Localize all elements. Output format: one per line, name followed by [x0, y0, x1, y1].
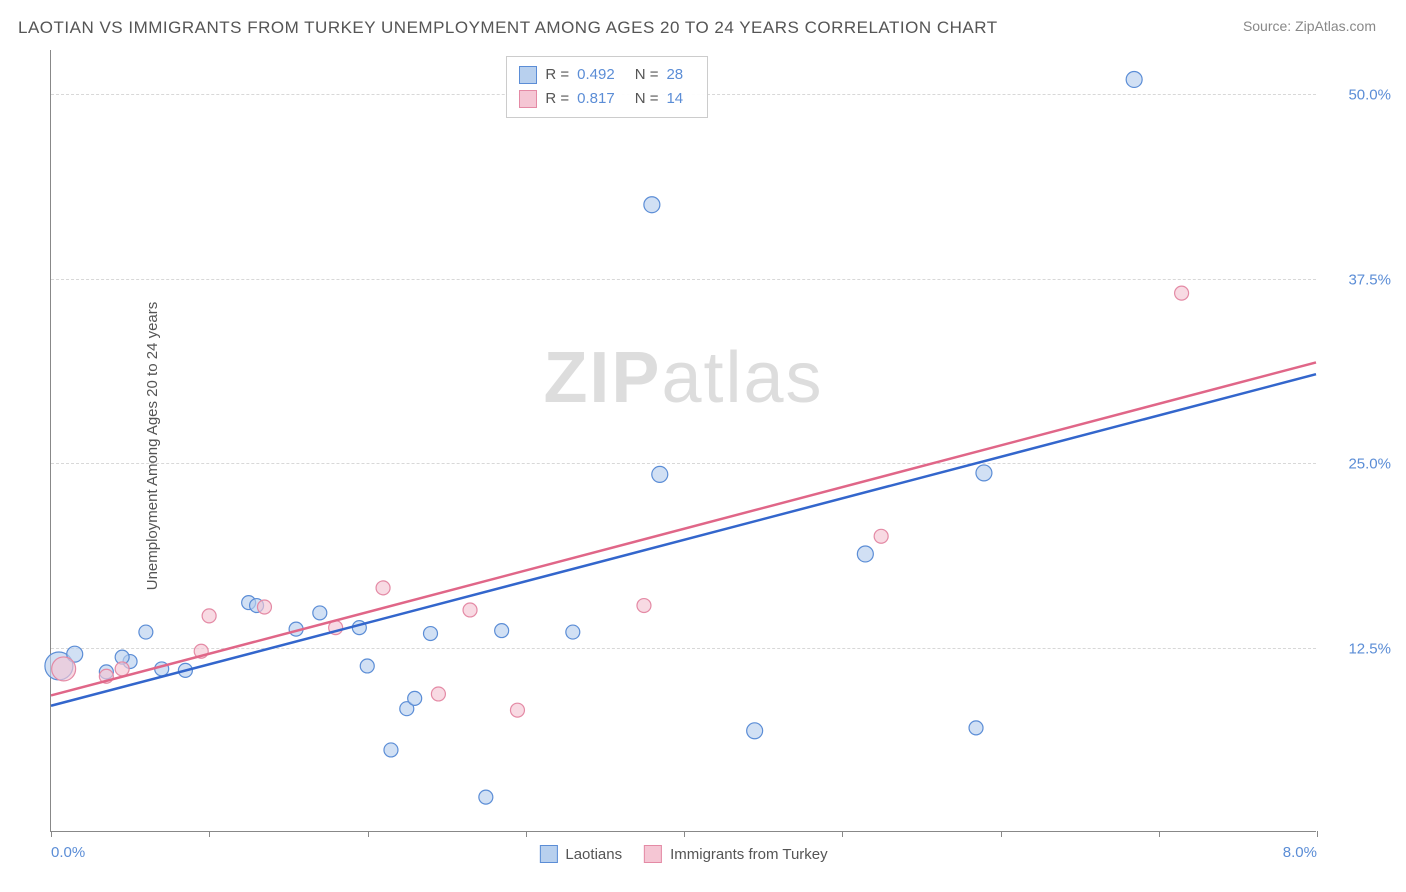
trend-line — [51, 374, 1316, 706]
data-point — [376, 581, 390, 595]
data-point — [495, 624, 509, 638]
x-tick — [842, 831, 843, 837]
data-point — [747, 723, 763, 739]
y-tick-label: 12.5% — [1326, 640, 1391, 657]
x-tick — [368, 831, 369, 837]
y-tick-label: 50.0% — [1326, 87, 1391, 104]
data-point — [313, 606, 327, 620]
x-tick-label: 8.0% — [1283, 844, 1317, 861]
data-point — [52, 657, 76, 681]
data-point — [566, 625, 580, 639]
data-point — [652, 466, 668, 482]
x-tick — [209, 831, 210, 837]
data-point — [644, 197, 660, 213]
x-tick — [684, 831, 685, 837]
data-point — [1126, 71, 1142, 87]
legend-label: Laotians — [565, 846, 622, 863]
data-point — [969, 721, 983, 735]
data-point — [384, 743, 398, 757]
legend-swatch — [519, 90, 537, 108]
data-point — [510, 703, 524, 717]
legend-swatch — [539, 845, 557, 863]
trend-line — [51, 362, 1316, 695]
data-point — [479, 790, 493, 804]
data-point — [257, 600, 271, 614]
n-value: 28 — [666, 63, 683, 87]
data-point — [139, 625, 153, 639]
x-tick — [1001, 831, 1002, 837]
n-label: N = — [635, 63, 659, 87]
legend-label: Immigrants from Turkey — [670, 846, 828, 863]
plot-area: ZIPatlas 12.5%25.0%37.5%50.0% 0.0%8.0% R… — [50, 50, 1316, 832]
r-label: R = — [545, 63, 569, 87]
legend-swatch — [519, 66, 537, 84]
x-tick — [526, 831, 527, 837]
r-value: 0.817 — [577, 87, 615, 111]
data-point — [463, 603, 477, 617]
data-point — [1175, 286, 1189, 300]
stats-row: R = 0.817 N = 14 — [519, 87, 695, 111]
data-point — [408, 691, 422, 705]
data-point — [874, 529, 888, 543]
legend-swatch — [644, 845, 662, 863]
data-point — [202, 609, 216, 623]
legend-item: Laotians — [539, 845, 622, 863]
series-legend: Laotians Immigrants from Turkey — [539, 845, 827, 863]
n-value: 14 — [666, 87, 683, 111]
data-point — [637, 599, 651, 613]
data-point — [976, 465, 992, 481]
scatter-plot-svg — [51, 50, 1316, 831]
stats-legend: R = 0.492 N = 28 R = 0.817 N = 14 — [506, 56, 708, 118]
y-tick-label: 37.5% — [1326, 271, 1391, 288]
stats-row: R = 0.492 N = 28 — [519, 63, 695, 87]
x-tick — [51, 831, 52, 837]
x-tick-label: 0.0% — [51, 844, 85, 861]
data-point — [431, 687, 445, 701]
data-point — [115, 662, 129, 676]
chart-container: LAOTIAN VS IMMIGRANTS FROM TURKEY UNEMPL… — [0, 0, 1406, 892]
source-attribution: Source: ZipAtlas.com — [1243, 18, 1376, 34]
r-label: R = — [545, 87, 569, 111]
legend-item: Immigrants from Turkey — [644, 845, 828, 863]
r-value: 0.492 — [577, 63, 615, 87]
n-label: N = — [635, 87, 659, 111]
y-tick-label: 25.0% — [1326, 456, 1391, 473]
x-tick — [1317, 831, 1318, 837]
chart-title: LAOTIAN VS IMMIGRANTS FROM TURKEY UNEMPL… — [18, 18, 998, 38]
data-point — [857, 546, 873, 562]
data-point — [360, 659, 374, 673]
x-tick — [1159, 831, 1160, 837]
data-point — [424, 627, 438, 641]
